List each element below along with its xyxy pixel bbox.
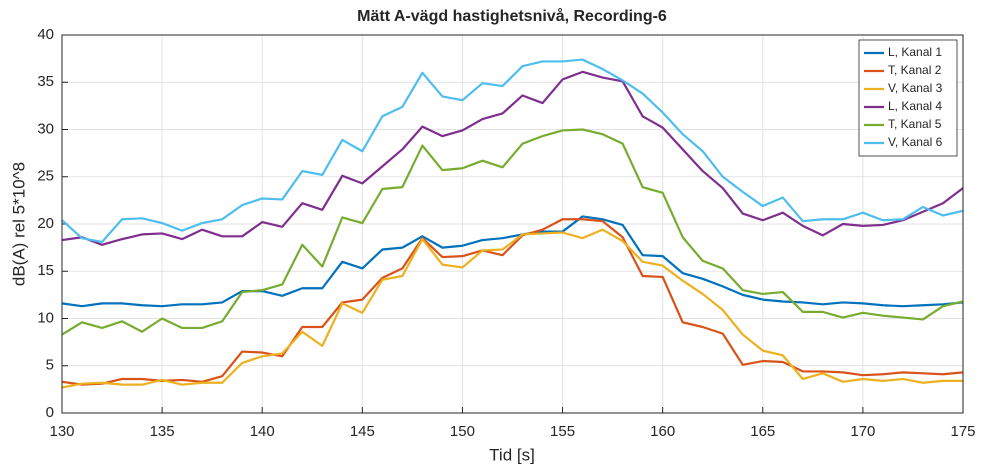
y-axis-label: dB(A) rel 5*10^8 <box>9 162 28 286</box>
x-tick-label: 160 <box>650 423 675 440</box>
y-tick-label: 20 <box>37 215 54 232</box>
series-line <box>61 70 964 246</box>
series-line <box>61 218 964 386</box>
x-axis-label: Tid [s] <box>489 445 535 464</box>
x-tick-label: 175 <box>950 423 975 440</box>
y-tick-label: 10 <box>37 309 54 326</box>
y-tick-label: 25 <box>37 168 54 185</box>
x-tick-label: 130 <box>49 423 74 440</box>
y-tick-label: 35 <box>37 73 54 90</box>
x-tick-label: 165 <box>750 423 775 440</box>
x-tick-label: 140 <box>250 423 275 440</box>
x-tick-label: 150 <box>450 423 475 440</box>
legend: L, Kanal 1 T, Kanal 2 V, Kanal 3 L, Kanal 4… <box>858 39 958 157</box>
series-line <box>61 58 964 244</box>
chart-title: Mätt A-vägd hastighetsnivå, Recording-6 <box>357 7 667 25</box>
plot-frame <box>61 34 964 414</box>
x-tick-label: 145 <box>350 423 375 440</box>
legend-label: V, Kanal 3 <box>888 81 943 95</box>
legend-label: L, Kanal 4 <box>888 99 942 113</box>
legend-label: V, Kanal 6 <box>888 135 943 149</box>
series-line <box>61 215 964 308</box>
y-tick-label: 5 <box>46 357 54 374</box>
series-line <box>61 128 964 336</box>
y-tick-label: 15 <box>37 262 54 279</box>
x-tick-label: 170 <box>850 423 875 440</box>
y-tick-label: 30 <box>37 120 54 137</box>
x-tick-label: 155 <box>550 423 575 440</box>
series-line <box>61 228 963 389</box>
x-tick-label: 135 <box>150 423 175 440</box>
legend-label: T, Kanal 2 <box>888 63 942 77</box>
legend-label: T, Kanal 5 <box>888 117 942 131</box>
legend-box <box>858 39 958 157</box>
y-tick-label: 0 <box>46 404 54 421</box>
legend-label: L, Kanal 1 <box>888 45 942 59</box>
y-tick-label: 40 <box>37 26 54 43</box>
